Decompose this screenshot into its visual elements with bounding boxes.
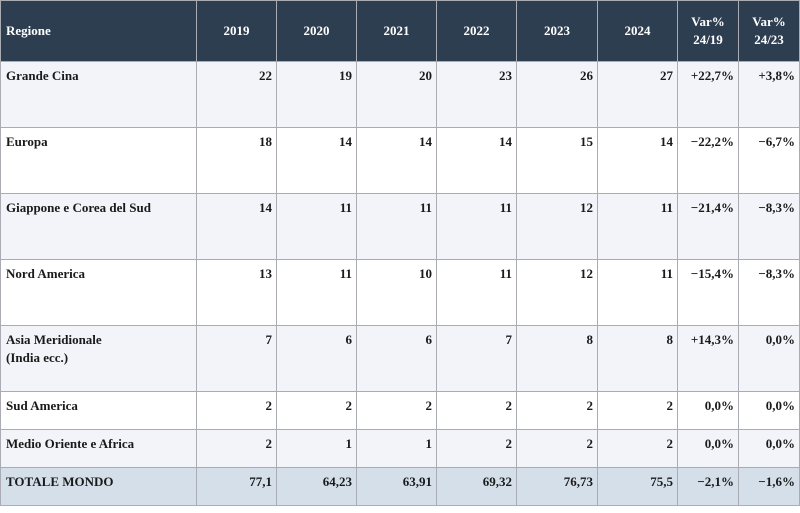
table-row: TOTALE MONDO 77,1 64,23 63,91 69,32 76,73 75,5… (0, 467, 800, 506)
header-cell: 2022 (436, 0, 517, 62)
value-cell: 27 (597, 61, 678, 128)
table-body: Grande Cina 22 19 20 23 26 27 +22,7% +3,8% Europa… (0, 61, 800, 506)
value-cell: 2 (436, 429, 517, 468)
value-cell: 11 (356, 193, 437, 260)
value-cell: 0,0% (738, 429, 800, 468)
value-cell: 13 (196, 259, 277, 326)
table-row: Europa 18 14 14 14 15 14 −22,2% −6,7% (0, 127, 800, 194)
value-cell: 11 (597, 193, 678, 260)
region-cell: Medio Oriente e Africa (0, 429, 197, 468)
value-cell: 1 (356, 429, 437, 468)
header-cell: 2024 (597, 0, 678, 62)
region-cell: Asia Meridionale (India ecc.) (0, 325, 197, 392)
value-cell: 12 (516, 193, 598, 260)
value-cell: 75,5 (597, 467, 678, 506)
value-cell: 22 (196, 61, 277, 128)
header-cell: 2023 (516, 0, 598, 62)
value-cell: 69,32 (436, 467, 517, 506)
value-cell: 0,0% (677, 391, 739, 430)
value-cell: 2 (196, 391, 277, 430)
value-cell: 7 (436, 325, 517, 392)
value-cell: 11 (436, 259, 517, 326)
value-cell: 12 (516, 259, 598, 326)
value-cell: +3,8% (738, 61, 800, 128)
value-cell: 2 (196, 429, 277, 468)
header-cell: Var% 24/19 (677, 0, 739, 62)
value-cell: 0,0% (738, 391, 800, 430)
value-cell: 0,0% (738, 325, 800, 392)
value-cell: 2 (597, 391, 678, 430)
value-cell: 20 (356, 61, 437, 128)
region-cell: Europa (0, 127, 197, 194)
value-cell: 15 (516, 127, 598, 194)
value-cell: −8,3% (738, 259, 800, 326)
value-cell: 8 (516, 325, 598, 392)
value-cell: −6,7% (738, 127, 800, 194)
value-cell: 11 (276, 259, 357, 326)
table-row: Asia Meridionale (India ecc.) 7 6 6 7 8 8 +14,3… (0, 325, 800, 392)
value-cell: 18 (196, 127, 277, 194)
value-cell: 6 (356, 325, 437, 392)
value-cell: −22,2% (677, 127, 739, 194)
value-cell: 2 (597, 429, 678, 468)
value-cell: 14 (356, 127, 437, 194)
value-cell: +22,7% (677, 61, 739, 128)
region-cell: Nord America (0, 259, 197, 326)
value-cell: −2,1% (677, 467, 739, 506)
table-row: Giappone e Corea del Sud 14 11 11 11 12 11 −21,… (0, 193, 800, 260)
region-cell: Sud America (0, 391, 197, 430)
value-cell: −21,4% (677, 193, 739, 260)
value-cell: 26 (516, 61, 598, 128)
value-cell: 6 (276, 325, 357, 392)
value-cell: 64,23 (276, 467, 357, 506)
value-cell: 14 (436, 127, 517, 194)
table-row: Medio Oriente e Africa 2 1 1 2 2 2 0,0% 0,0% (0, 429, 800, 468)
value-cell: 10 (356, 259, 437, 326)
table-row: Sud America 2 2 2 2 2 2 0,0% 0,0% (0, 391, 800, 430)
value-cell: 14 (196, 193, 277, 260)
value-cell: +14,3% (677, 325, 739, 392)
value-cell: 11 (597, 259, 678, 326)
value-cell: 14 (276, 127, 357, 194)
value-cell: 0,0% (677, 429, 739, 468)
value-cell: 19 (276, 61, 357, 128)
value-cell: −1,6% (738, 467, 800, 506)
header-row: Regione 2019 2020 2021 2022 2023 2024 Var% 24/1… (0, 0, 800, 62)
value-cell: −8,3% (738, 193, 800, 260)
header-cell: 2019 (196, 0, 277, 62)
header-cell: Var% 24/23 (738, 0, 800, 62)
value-cell: 77,1 (196, 467, 277, 506)
value-cell: 11 (436, 193, 517, 260)
value-cell: 63,91 (356, 467, 437, 506)
value-cell: 76,73 (516, 467, 598, 506)
value-cell: 2 (516, 391, 598, 430)
value-cell: 11 (276, 193, 357, 260)
region-cell: Giappone e Corea del Sud (0, 193, 197, 260)
value-cell: 2 (516, 429, 598, 468)
table-row: Nord America 13 11 10 11 12 11 −15,4% −8,3% (0, 259, 800, 326)
header-cell: Regione (0, 0, 197, 62)
value-cell: 14 (597, 127, 678, 194)
header-cell: 2021 (356, 0, 437, 62)
header-cell: 2020 (276, 0, 357, 62)
value-cell: 7 (196, 325, 277, 392)
value-cell: 2 (356, 391, 437, 430)
region-cell: TOTALE MONDO (0, 467, 197, 506)
value-cell: 2 (436, 391, 517, 430)
value-cell: 2 (276, 391, 357, 430)
value-cell: 23 (436, 61, 517, 128)
table-row: Grande Cina 22 19 20 23 26 27 +22,7% +3,8% (0, 61, 800, 128)
value-cell: 8 (597, 325, 678, 392)
value-cell: −15,4% (677, 259, 739, 326)
region-cell: Grande Cina (0, 61, 197, 128)
value-cell: 1 (276, 429, 357, 468)
